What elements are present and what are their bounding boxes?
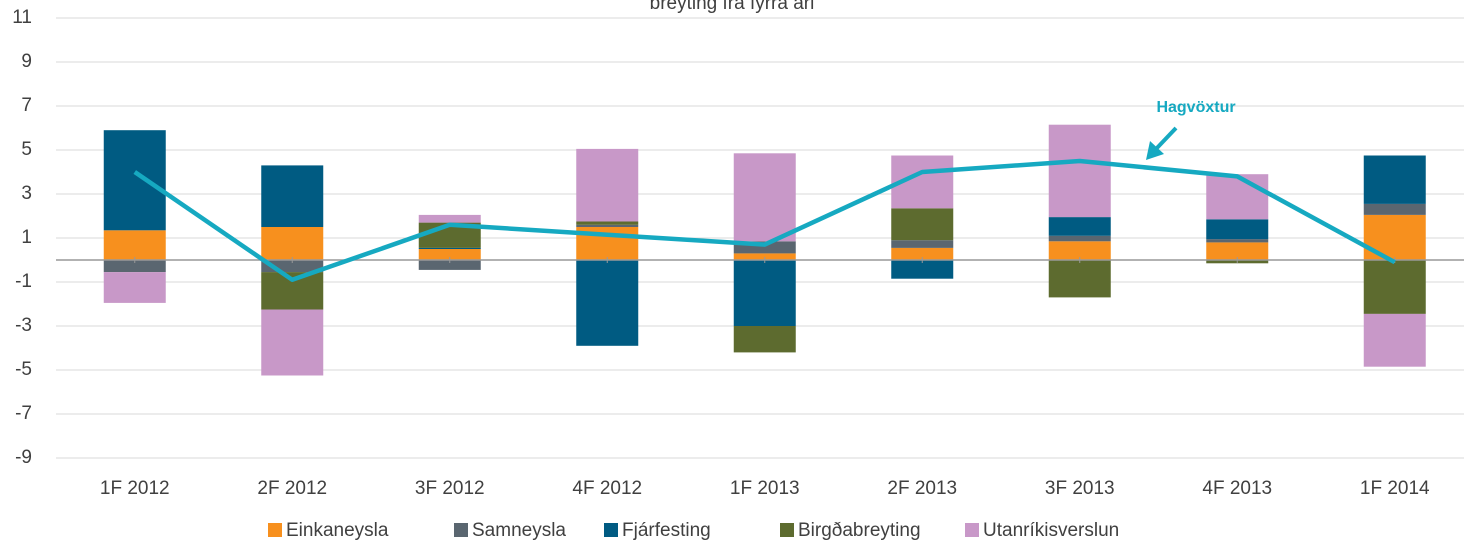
line-series [133, 158, 1396, 283]
bar-segment [1363, 214, 1426, 260]
y-tick-label: -7 [15, 403, 32, 424]
bar-segment [418, 260, 481, 270]
bar-segment [103, 130, 166, 231]
y-tick-label: -5 [15, 359, 32, 380]
bar-segment [418, 247, 481, 249]
bar-segment [1048, 217, 1111, 236]
bar-segment [891, 260, 954, 279]
x-tick-label: 1F 2014 [1360, 478, 1430, 499]
legend-label: Einkaneysla [286, 520, 389, 541]
annotation-arrowhead [1146, 141, 1164, 160]
bar-segment [733, 326, 796, 353]
bar-segment [1363, 203, 1426, 215]
bar-segment [1363, 313, 1426, 367]
y-tick-label: 5 [21, 139, 32, 160]
bar-segment [1206, 219, 1269, 240]
bar-segment [733, 253, 796, 260]
bar-segment [576, 224, 639, 227]
x-tick-label: 2F 2012 [257, 478, 327, 499]
y-tick-label: 1 [21, 227, 32, 248]
bar-segment [733, 260, 796, 326]
legend-swatch [965, 523, 979, 537]
y-tick-label: 7 [21, 95, 32, 116]
bar-segment [1206, 174, 1269, 220]
legend-label: Samneysla [472, 520, 566, 541]
bar-segment [1206, 242, 1269, 260]
bar-segment [733, 153, 796, 242]
legend-label: Utanríkisverslun [983, 520, 1119, 541]
bar-segment [891, 247, 954, 260]
legend-label: Birgðabreyting [798, 520, 921, 541]
y-tick-label: -3 [15, 315, 32, 336]
bar-segment [103, 230, 166, 260]
bar-segment [576, 221, 639, 225]
bar-segment [1048, 260, 1111, 298]
x-tick-label: 3F 2013 [1045, 478, 1115, 499]
line-annotation: Hagvöxtur [1156, 99, 1235, 116]
bar-segment [891, 208, 954, 241]
y-tick-label: 9 [21, 51, 32, 72]
legend-label: Fjárfesting [622, 520, 711, 541]
y-tick-label: 11 [12, 7, 32, 28]
bar-segment [418, 249, 481, 260]
bar-segment [891, 240, 954, 248]
chart-title: breyting frá fyrra ári [650, 0, 815, 14]
bar-segment [1363, 260, 1426, 314]
y-tick-label: -1 [15, 271, 32, 292]
annotation-arrow [1154, 126, 1178, 151]
x-tick-label: 3F 2012 [415, 478, 485, 499]
legend-swatch [604, 523, 618, 537]
bar-segment [261, 165, 324, 227]
x-tick-label: 1F 2013 [730, 478, 800, 499]
bar-segment [1048, 241, 1111, 260]
bar-segment [1206, 239, 1269, 243]
bar-segment [576, 148, 639, 222]
bar-segment [261, 309, 324, 376]
bar-segment [103, 260, 166, 273]
x-tick-label: 4F 2013 [1202, 478, 1272, 499]
x-tick-label: 4F 2012 [572, 478, 642, 499]
bar-segment [1048, 124, 1111, 218]
bar-segment [103, 272, 166, 303]
legend-swatch [780, 523, 794, 537]
x-tick-label: 2F 2013 [887, 478, 957, 499]
y-tick-label: 3 [21, 183, 32, 204]
legend-swatch [268, 523, 282, 537]
bar-segment [418, 214, 481, 223]
x-tick-label: 1F 2012 [100, 478, 170, 499]
bar-segment [261, 227, 324, 260]
bar-segment [576, 260, 639, 346]
bar-segment [1363, 155, 1426, 204]
legend-swatch [454, 523, 468, 537]
y-tick-label: -9 [15, 447, 32, 468]
bar-segment [1048, 235, 1111, 242]
